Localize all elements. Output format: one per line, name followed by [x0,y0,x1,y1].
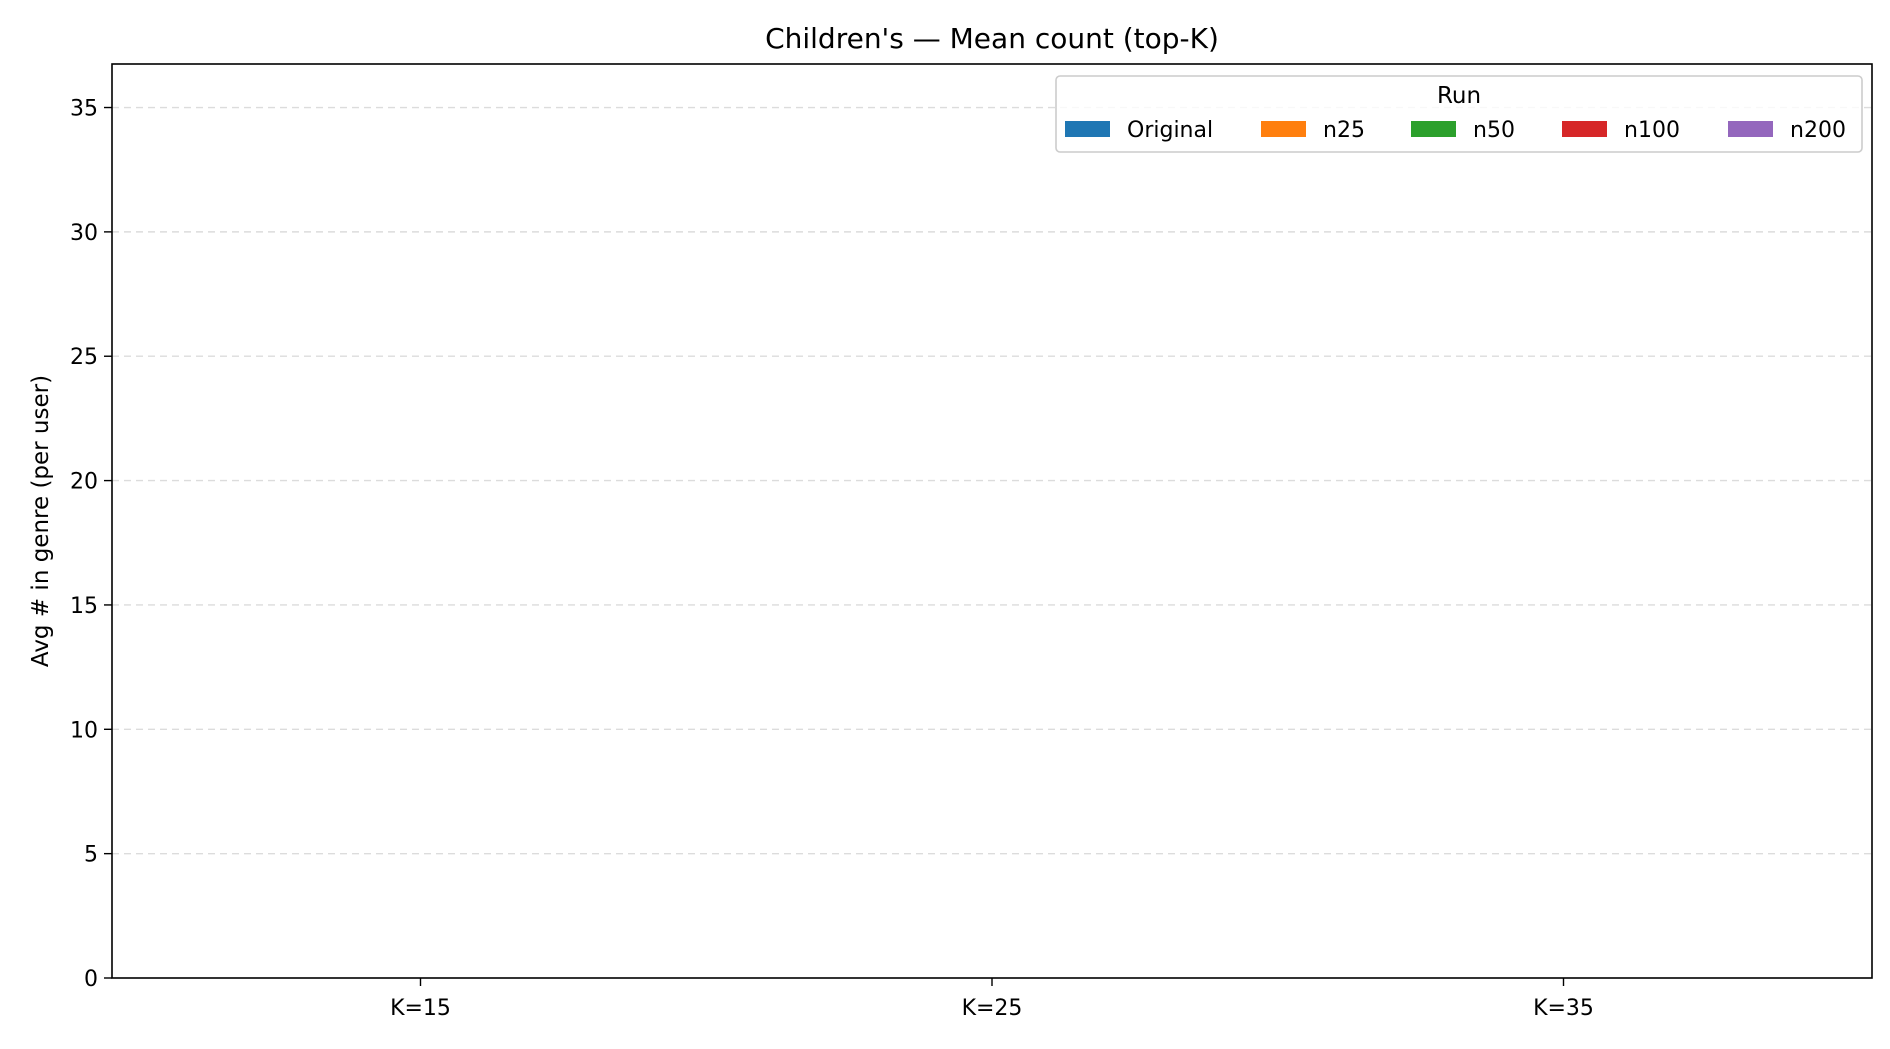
legend-label-Original: Original [1127,118,1213,143]
x-tick-label: K=35 [1533,996,1594,1021]
y-gridlines [112,106,1872,855]
y-tick-label: 0 [84,967,98,992]
x-tick-label: K=25 [962,996,1023,1021]
legend-swatch-n100 [1562,121,1607,137]
y-tick-label: 10 [70,718,98,743]
legend-frame [1055,75,1863,153]
y-tick-label: 30 [70,221,98,246]
y-tick-label: 35 [70,97,98,122]
legend-label-n200: n200 [1790,118,1846,143]
legend-swatch-n50 [1411,121,1456,137]
y-axis-label: Avg # in genre (per user) [28,375,54,667]
legend-swatch-n200 [1728,121,1773,137]
y-tick-label: 15 [70,594,98,619]
legend-swatch-n25 [1261,121,1306,137]
y-tick-label: 5 [84,843,98,868]
y-tick-label: 25 [70,345,98,370]
legend-title: Run [1437,83,1481,109]
x-axis-ticks: K=15 K=25 K=35 [390,978,1594,1021]
y-axis-ticks: 0 5 10 15 20 25 30 35 [70,97,112,992]
x-tick-label: K=15 [390,996,451,1021]
legend-label-n50: n50 [1473,118,1515,143]
legend-items: Original n25 n50 n100 n200 [1065,118,1846,143]
legend-label-n100: n100 [1624,118,1680,143]
legend-swatch-Original [1065,121,1110,137]
legend: Run Original n25 n50 n100 n200 [1055,75,1863,153]
legend-label-n25: n25 [1323,118,1365,143]
y-tick-label: 20 [70,470,98,495]
chart-title: Children's — Mean count (top-K) [765,22,1219,55]
